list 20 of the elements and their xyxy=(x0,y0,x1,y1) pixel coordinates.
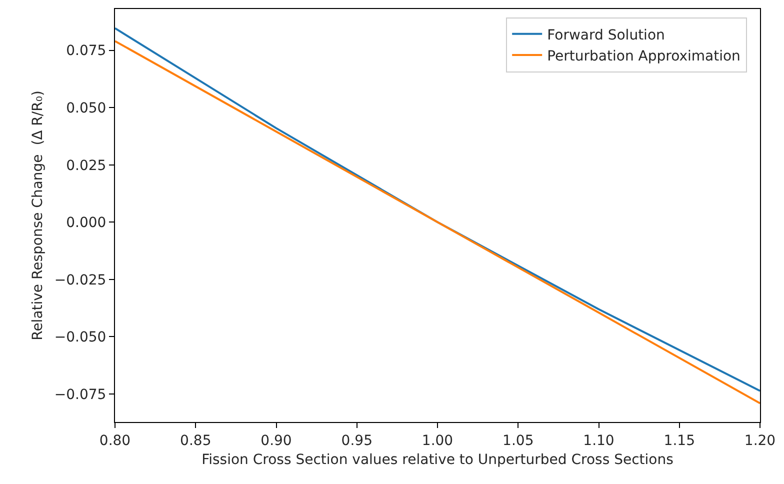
x-tick-label: 0.95 xyxy=(341,432,372,449)
x-tick-label: 0.85 xyxy=(180,432,212,449)
x-tick-label: 1.15 xyxy=(664,432,695,449)
y-tick-label: 0.050 xyxy=(66,100,106,116)
x-tick-label: 1.20 xyxy=(744,432,776,449)
y-tick-label: −0.025 xyxy=(54,272,106,288)
x-tick-label: 1.05 xyxy=(502,432,534,449)
legend-label: Perturbation Approximation xyxy=(547,48,740,65)
x-tick-label: 0.90 xyxy=(260,432,292,449)
x-tick-label: 0.80 xyxy=(99,432,131,449)
x-tick-label: 1.10 xyxy=(583,432,614,449)
y-axis-title: Relative Response Change (Δ R/R₀) xyxy=(30,90,46,340)
y-tick-label: 0.000 xyxy=(66,215,106,232)
x-tick-label: 1.00 xyxy=(422,432,454,449)
x-axis-title: Fission Cross Section values relative to Unperturbed Cross Sections xyxy=(202,452,674,468)
legend-label: Forward Solution xyxy=(547,27,665,44)
y-tick-label: 0.075 xyxy=(66,43,106,60)
y-tick-label: −0.050 xyxy=(54,330,106,346)
y-tick-label: −0.075 xyxy=(54,386,106,403)
y-tick-label: 0.025 xyxy=(66,158,106,174)
